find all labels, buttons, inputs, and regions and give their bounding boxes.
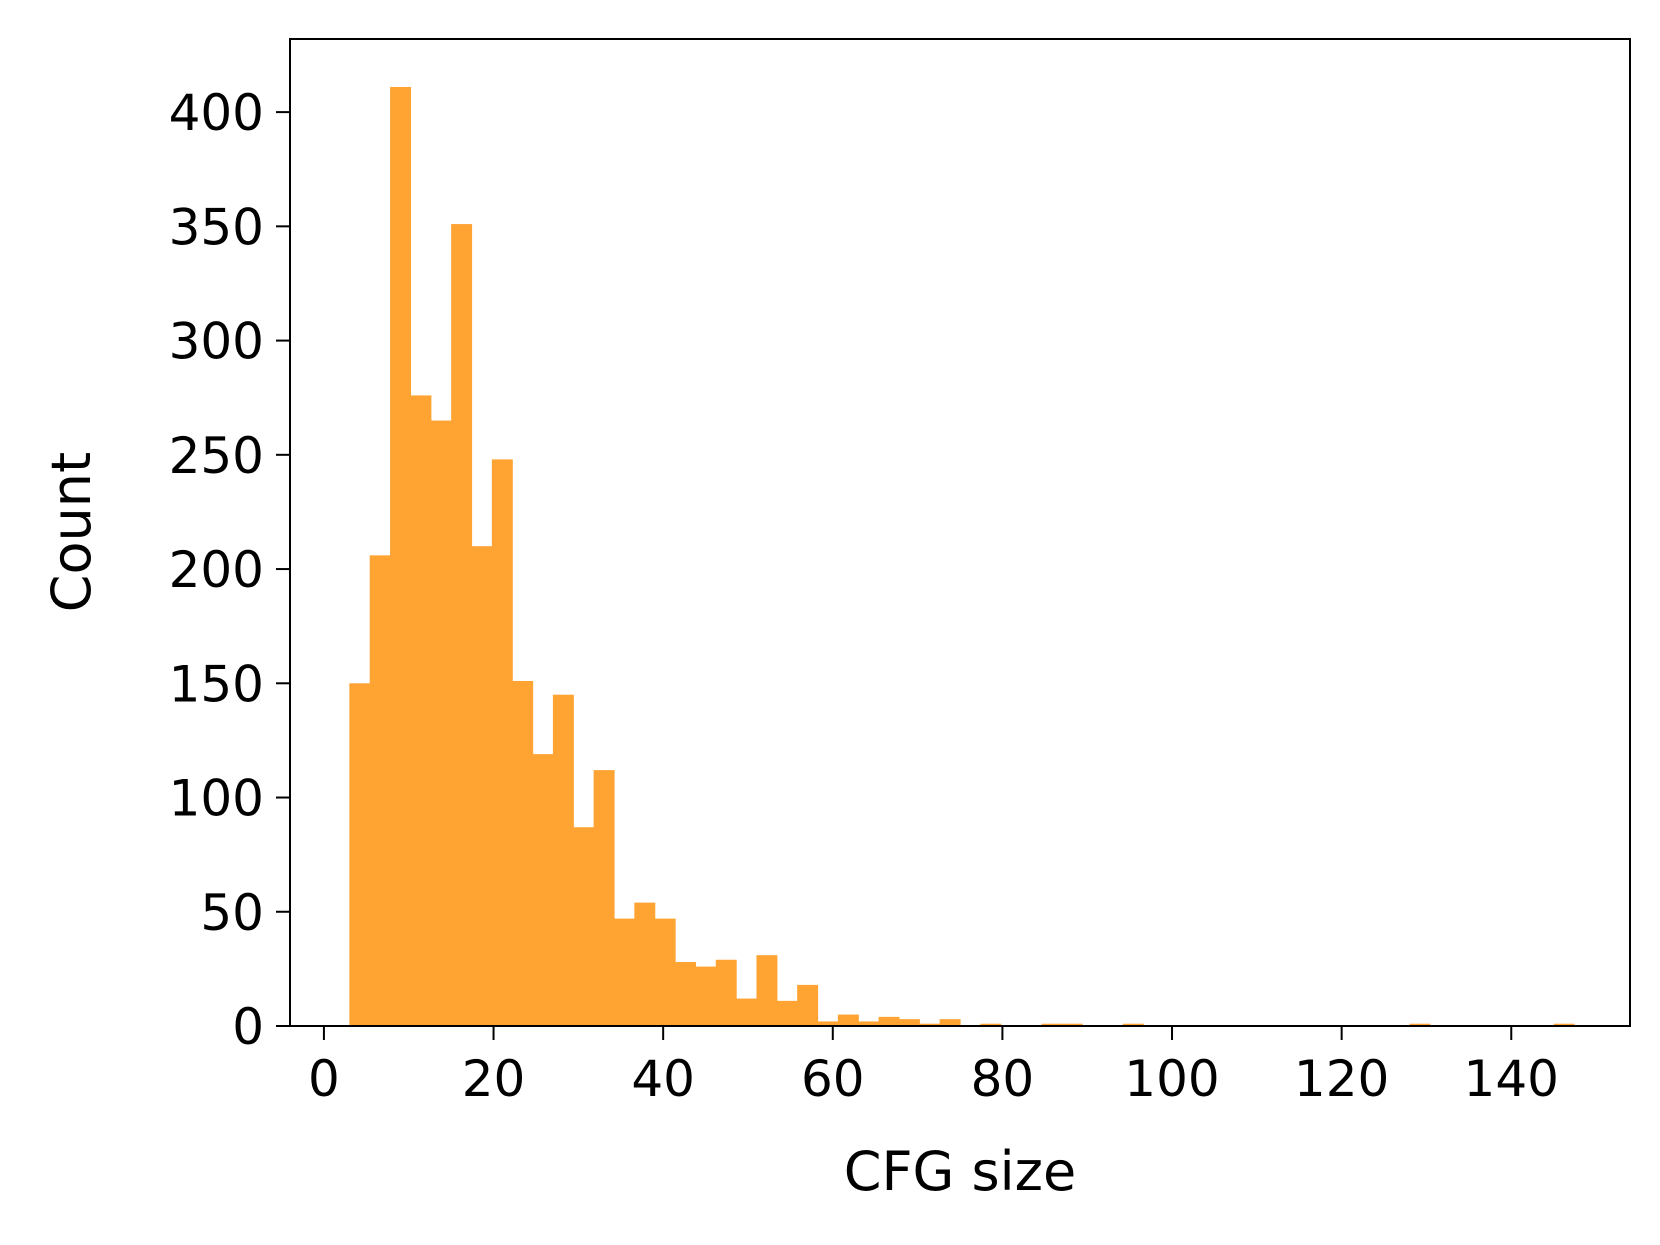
histogram-bar [715, 959, 737, 1026]
histogram-bar [797, 984, 819, 1026]
histogram-bar [939, 1019, 961, 1026]
histogram-bar [817, 1021, 839, 1026]
histogram-bar [858, 1021, 880, 1026]
histogram-bar [736, 998, 758, 1026]
histogram-bar [695, 966, 717, 1026]
histogram-bar [837, 1014, 859, 1026]
y-axis: 0 50 100 150 200 250 300 350 400 [169, 84, 290, 1056]
histogram-bar [1553, 1023, 1575, 1026]
histogram-bar [1041, 1023, 1063, 1026]
y-tick-label: 350 [169, 198, 264, 256]
histogram-bar [369, 555, 391, 1026]
y-tick-label: 150 [169, 655, 264, 713]
histogram-bar [532, 754, 554, 1026]
x-tick-label: 40 [631, 1050, 695, 1108]
y-tick-label: 50 [200, 884, 264, 942]
histogram-bar [512, 681, 534, 1026]
histogram-bar [675, 962, 696, 1026]
y-tick-label: 100 [169, 770, 264, 828]
x-tick-label: 100 [1124, 1050, 1219, 1108]
histogram-bar [573, 827, 595, 1026]
histogram-bar [451, 224, 473, 1026]
histogram-bar [1061, 1023, 1083, 1026]
y-tick-label: 0 [232, 998, 264, 1056]
histogram-bar [430, 420, 452, 1027]
histogram-bar [349, 683, 371, 1026]
histogram-bar [1409, 1023, 1431, 1026]
histogram-bar [390, 86, 412, 1026]
histogram-bar [898, 1019, 920, 1026]
x-axis: 0 20 40 60 80 100 120 140 [308, 1026, 1559, 1108]
histogram-bar [776, 1000, 798, 1026]
y-axis-label: Count [40, 452, 103, 612]
histogram-bar [552, 694, 574, 1026]
x-tick-label: 0 [308, 1050, 340, 1108]
y-tick-label: 400 [169, 84, 264, 142]
histogram-bar [756, 955, 778, 1026]
histogram-bar [980, 1023, 1002, 1026]
x-tick-label: 120 [1294, 1050, 1389, 1108]
histogram-bar [410, 395, 432, 1027]
histogram-bar [878, 1016, 900, 1026]
histogram-bar [654, 918, 676, 1026]
histogram-bar [471, 546, 493, 1026]
y-tick-label: 200 [169, 541, 264, 599]
histogram-bar [1122, 1023, 1144, 1026]
histogram-bar [634, 902, 656, 1026]
histogram-bar [491, 459, 513, 1026]
plot-frame [289, 38, 1631, 1027]
bars-group [349, 86, 1575, 1027]
x-tick-label: 60 [801, 1050, 865, 1108]
histogram-bar [919, 1023, 941, 1026]
x-tick-label: 140 [1464, 1050, 1559, 1108]
x-tick-label: 80 [971, 1050, 1035, 1108]
y-tick-label: 300 [169, 313, 264, 371]
y-tick-label: 250 [169, 427, 264, 485]
histogram-bar [593, 770, 615, 1026]
x-axis-label: CFG size [844, 1140, 1076, 1203]
histogram-bar [613, 918, 635, 1026]
x-tick-label: 20 [462, 1050, 526, 1108]
